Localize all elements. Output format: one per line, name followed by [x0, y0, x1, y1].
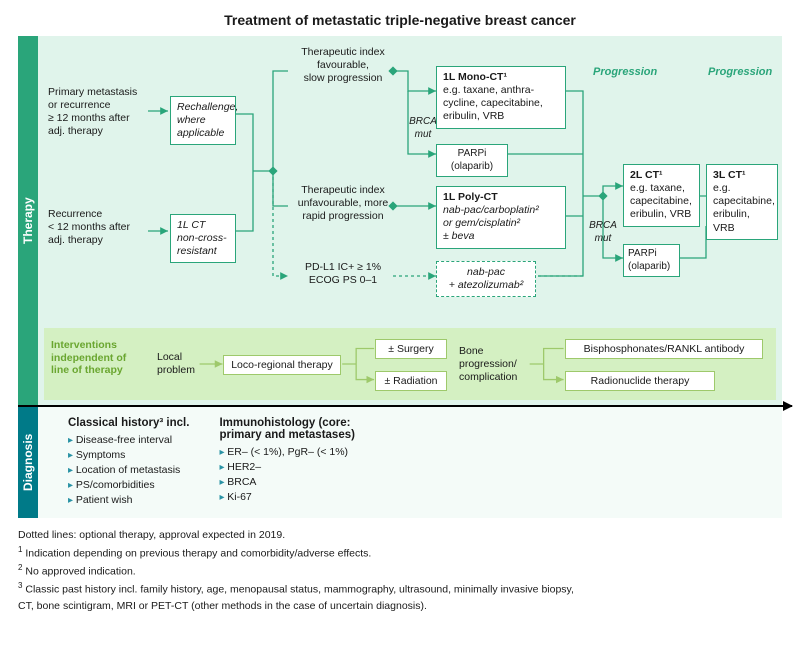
list-item: Ki-67	[219, 490, 355, 505]
diag-col1-title: Classical history³ incl.	[68, 417, 189, 429]
interv-title: Interventions independent of line of the…	[51, 339, 146, 377]
brca-label-1: BRCA mut	[408, 116, 438, 141]
diagnosis-area: Classical history³ incl. Disease-free in…	[38, 406, 782, 518]
node-parpi2: PARPi (olaparib)	[623, 244, 680, 277]
list-item: Disease-free interval	[68, 433, 189, 448]
brca-label-2: BRCA mut	[588, 220, 618, 245]
node-2l: 2L CT¹ e.g. taxane, capecitabine, eribul…	[623, 164, 700, 227]
footnote-1: 1 Indication depending on previous thera…	[18, 544, 782, 562]
node-mono: 1L Mono-CT¹ e.g. taxane, anthra- cycline…	[436, 66, 566, 129]
list-item: HER2–	[219, 460, 355, 475]
list-item: PS/comorbidities	[68, 478, 189, 493]
footnote-intro: Dotted lines: optional therapy, approval…	[18, 528, 782, 544]
list-item: BRCA	[219, 475, 355, 490]
therapy-panel: Therapy	[18, 36, 782, 406]
node-primary: Primary metastasis or recurrence ≥ 12 mo…	[48, 86, 158, 139]
footnote-2: 2 No approved indication.	[18, 562, 782, 580]
label-prog1: Progression	[593, 66, 657, 78]
interv-radio: Radionuclide therapy	[565, 371, 715, 391]
diag-col-immuno: Immunohistology (core: primary and metas…	[219, 417, 355, 508]
diag-col-history: Classical history³ incl. Disease-free in…	[68, 417, 189, 508]
interv-bone: Bone progression/ complication	[459, 345, 537, 384]
list-item: Location of metastasis	[68, 463, 189, 478]
node-parpi1: PARPi (olaparib)	[436, 144, 508, 177]
interv-bisph: Bisphosphonates/RANKL antibody	[565, 339, 763, 359]
list-item: ER– (< 1%), PgR– (< 1%)	[219, 445, 355, 460]
diagnosis-panel: Diagnosis Classical history³ incl. Disea…	[18, 406, 782, 518]
interv-surgery: ± Surgery	[375, 339, 447, 359]
node-poly: 1L Poly-CT nab-pac/carboplatin² or gem/c…	[436, 186, 566, 249]
node-idx-fav: Therapeutic index favourable, slow progr…	[288, 46, 398, 85]
interventions-strip: Interventions independent of line of the…	[44, 328, 776, 400]
list-item: Patient wish	[68, 493, 189, 508]
footnotes: Dotted lines: optional therapy, approval…	[18, 528, 782, 614]
diag-col2-list: ER– (< 1%), PgR– (< 1%) HER2– BRCA Ki-67	[219, 445, 355, 505]
interv-local: Local problem	[157, 351, 205, 377]
therapy-area: Primary metastasis or recurrence ≥ 12 mo…	[38, 36, 782, 406]
node-noncross: 1L CT non-cross- resistant	[170, 214, 236, 263]
list-item: Symptoms	[68, 448, 189, 463]
footnote-3: 3 Classic past history incl. family hist…	[18, 580, 782, 614]
timeline-arrow	[18, 405, 792, 407]
diagram-root: Treatment of metastatic triple-negative …	[0, 0, 800, 626]
diag-col1-list: Disease-free interval Symptoms Location …	[68, 433, 189, 508]
node-rechallenge: Rechallenge, where applicable	[170, 96, 236, 145]
diagram-title: Treatment of metastatic triple-negative …	[18, 12, 782, 28]
node-atezo: nab-pac + atezolizumab²	[436, 261, 536, 297]
node-recurrence: Recurrence < 12 months after adj. therap…	[48, 208, 158, 247]
diagnosis-tab: Diagnosis	[18, 406, 38, 518]
therapy-tab: Therapy	[18, 36, 38, 406]
node-idx-unfav: Therapeutic index unfavourable, more rap…	[288, 184, 398, 223]
diag-col2-title: Immunohistology (core: primary and metas…	[219, 417, 355, 441]
label-prog2: Progression	[708, 66, 772, 78]
node-3l: 3L CT¹ e.g. capecitabine, eribulin, VRB	[706, 164, 778, 240]
interv-loco: Loco-regional therapy	[223, 355, 341, 375]
interv-radiation: ± Radiation	[375, 371, 447, 391]
node-pdl1: PD-L1 IC+ ≥ 1% ECOG PS 0–1	[288, 261, 398, 287]
